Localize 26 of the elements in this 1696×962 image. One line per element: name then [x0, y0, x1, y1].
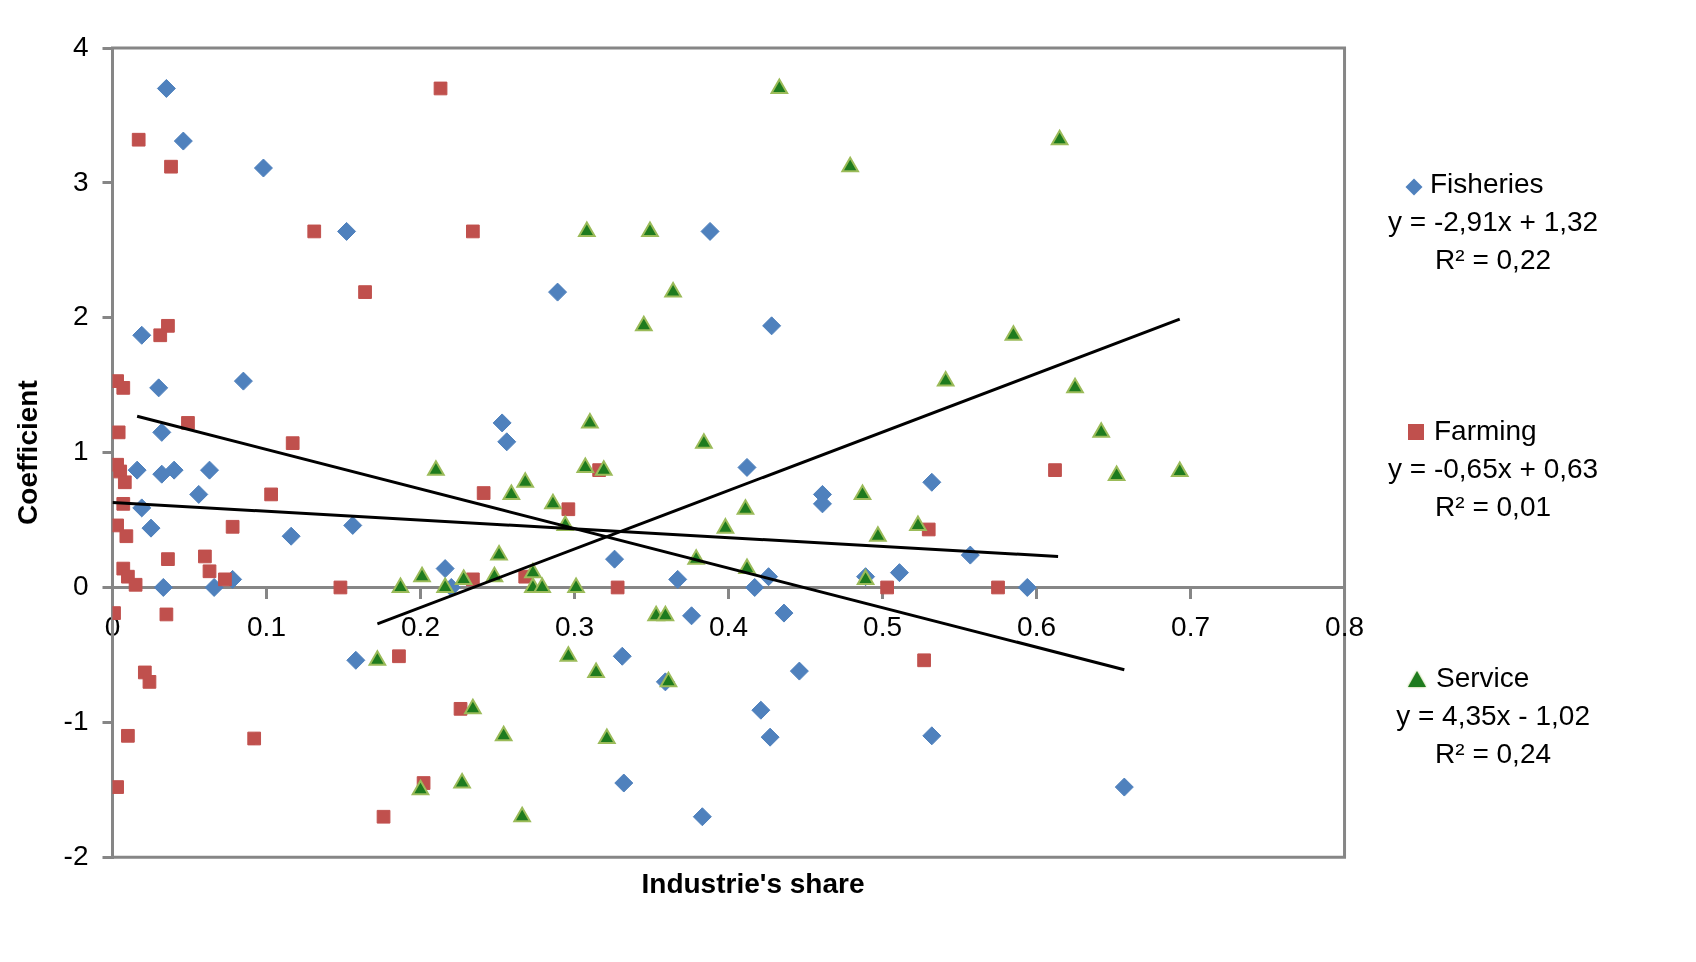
y-tick-label: 3 — [72, 165, 89, 197]
text: y = -0,65x + 0,63 — [1388, 452, 1599, 485]
legend-label: Fisheries — [1430, 167, 1544, 199]
x-tick-label: 0.8 — [1325, 610, 1365, 642]
text: y = -2,91x + 1,32 — [1388, 205, 1599, 238]
x-tick-label: 0.6 — [1017, 610, 1056, 642]
y-tick-label: -1 — [63, 705, 89, 737]
legend-label: Farming — [1434, 414, 1537, 446]
y-tick-label: -2 — [63, 839, 89, 871]
y-tick-label: 1 — [72, 435, 89, 467]
x-tick-label: 0.7 — [1171, 610, 1210, 642]
text: y = 4,35x - 1,02 — [1395, 700, 1591, 733]
x-tick-label: 0.1 — [247, 610, 286, 642]
x-axis-title: Industrie's share — [640, 868, 866, 900]
y-tick-label: 0 — [72, 570, 89, 602]
y-tick-label: 4 — [72, 30, 89, 62]
x-tick-label: 0.4 — [709, 610, 748, 642]
x-tick-label: 0.2 — [401, 610, 440, 642]
text: R² = 0,01 — [1434, 490, 1553, 523]
text: R² = 0,22 — [1434, 243, 1553, 276]
y-tick-label: 2 — [72, 300, 89, 332]
x-tick-label: 0.5 — [863, 610, 902, 642]
y-axis-title: Coefficient — [11, 380, 43, 525]
x-tick-label: 0.3 — [555, 610, 594, 642]
legend-label: Service — [1436, 662, 1530, 694]
text: R² = 0,24 — [1434, 738, 1553, 771]
